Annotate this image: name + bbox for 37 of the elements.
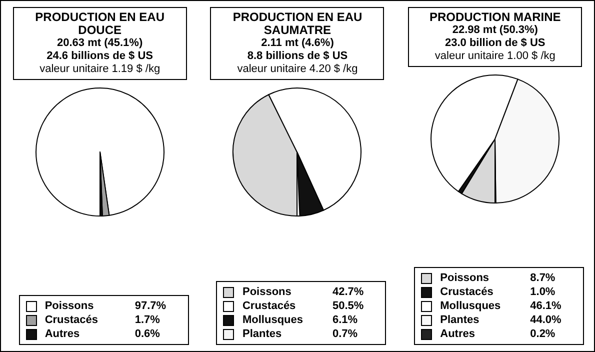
legend-label: Mollusques [440,299,502,313]
text: 23.0 billion de $ US [444,37,546,50]
legend-label: Plantes [440,313,480,327]
text: 8.8 billions de $ US [246,50,349,63]
legend-label: Mollusques [242,313,304,327]
text: 22.98 mt (50.3%) [451,24,539,37]
data-label: 44.0% [530,313,562,327]
data-label: 50.5% [332,299,364,313]
data-label: 97.7% [134,299,166,313]
legend-label: Crustacés [242,299,297,313]
text: 24.6 billions de $ US [46,50,154,63]
chart-title: PRODUCTION EN EAU SAUMATRE [232,10,364,37]
text: valeur unitaire 1.19 $ /kg [38,63,162,76]
data-label: 1.7% [134,313,160,327]
data-label: 8.7% [530,271,556,285]
chart-title: PRODUCTION MARINE [428,10,562,24]
data-label: 42.7% [332,285,364,299]
data-label: 1.0% [530,285,556,299]
legend-label: Plantes [242,327,283,341]
text: 20.63 mt (45.1%) [56,37,144,50]
text: 2.11 mt (4.6%) [260,37,335,50]
legend-label: Crustacés [440,285,494,299]
text: valeur unitaire 1.00 $ /kg [434,50,556,63]
text: valeur unitaire 4.20 $ /kg [236,63,359,76]
data-label: 0.2% [530,327,556,341]
legend-label: Autres [440,327,476,341]
legend-label: Autres [44,327,81,341]
data-label: 0.7% [332,327,358,341]
data-label: 0.6% [134,327,160,341]
legend-label: Poissons [44,299,95,313]
pie-slice [35,88,164,216]
data-label: 6.1% [332,313,358,327]
legend-label: Crustacés [44,313,100,327]
legend-label: Poissons [242,285,292,299]
data-label: 46.1% [530,299,562,313]
chart-title: PRODUCTION EN EAU DOUCE [34,10,166,37]
legend-label: Poissons [440,271,490,285]
